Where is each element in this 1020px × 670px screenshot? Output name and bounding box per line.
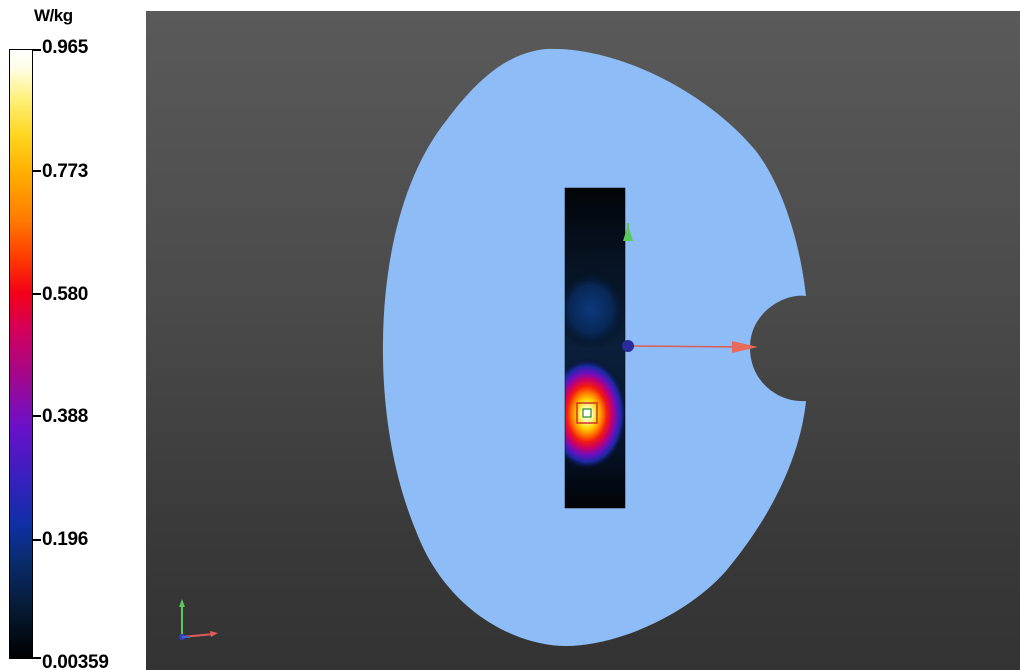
legend-tick-label: 0.196: [42, 529, 89, 550]
legend-tick: [33, 170, 41, 172]
legend-unit-label: W/kg: [34, 6, 73, 25]
viewport-canvas: [179, 48, 806, 647]
legend-tick-label: 0.965: [42, 37, 89, 58]
peak-cube-inner-marker: [582, 408, 592, 418]
peak-cube-outer-marker: [576, 402, 598, 424]
legend-tick-label: 0.580: [42, 284, 89, 305]
y-axis-arrow-icon: [623, 223, 633, 241]
legend-tick-label: 0.773: [42, 161, 89, 182]
color-legend: W/kg 0.965 0.773 0.580 0.388 0.196 0.003…: [0, 0, 140, 670]
legend-tick: [33, 293, 41, 295]
legend-tick: [33, 415, 41, 417]
legend-tick-label: 0.388: [42, 406, 89, 427]
legend-tick: [33, 657, 41, 659]
colorbar-gradient: [9, 49, 33, 659]
coordinate-axes-icon: [179, 599, 218, 640]
legend-tick: [33, 49, 41, 51]
legend-tick-label: 0.00359: [42, 652, 109, 670]
legend-tick: [33, 539, 41, 541]
sar-scan-area: [565, 188, 625, 508]
3d-viewport[interactable]: [146, 11, 1020, 670]
reference-arrow-icon: [622, 340, 758, 353]
